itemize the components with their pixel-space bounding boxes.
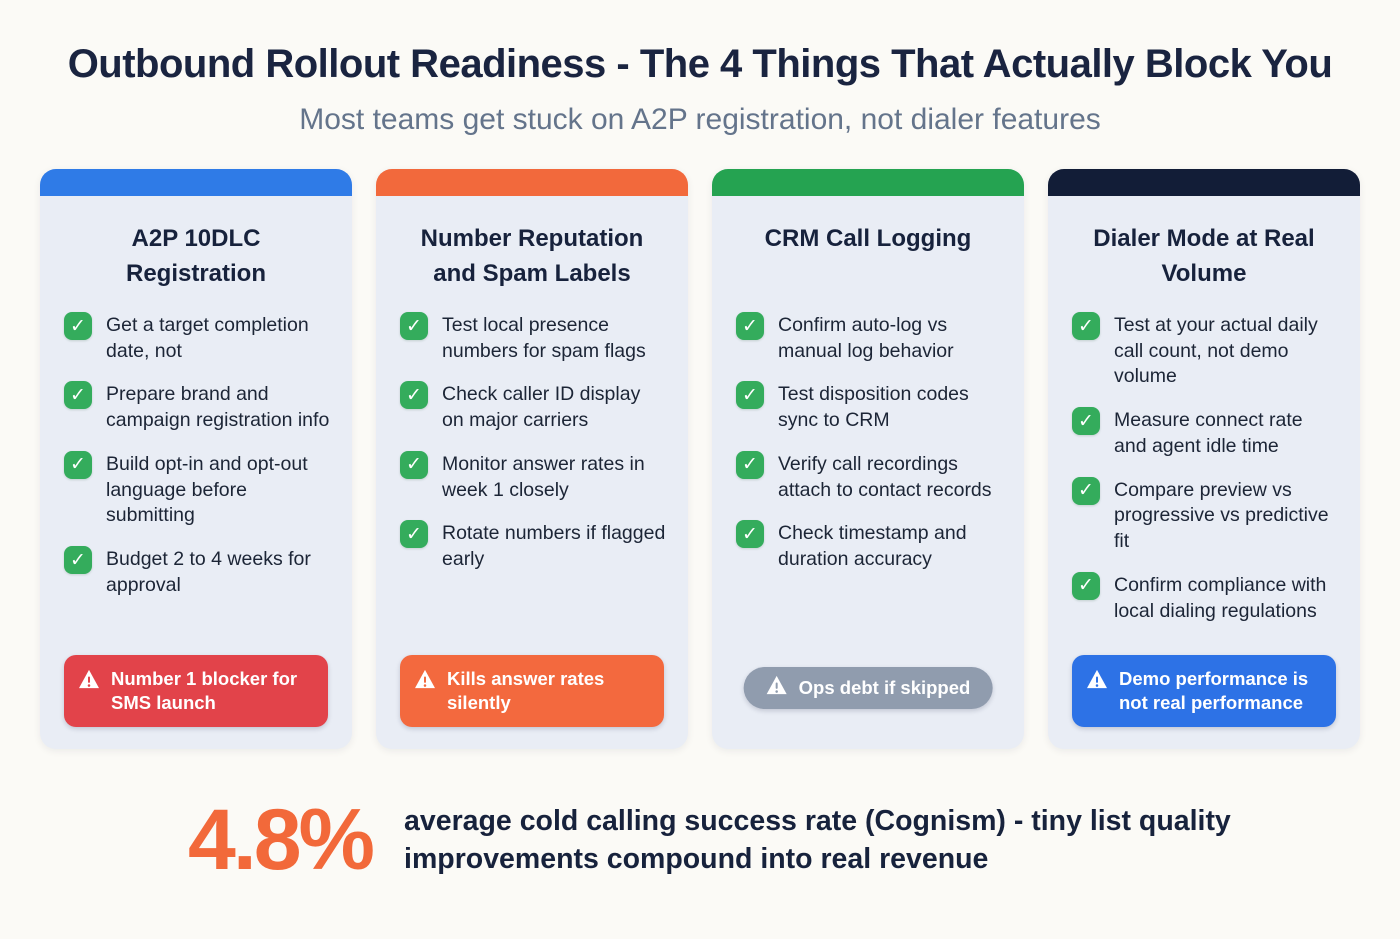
checklist: ✓ Test at your actual daily call count, … xyxy=(1048,292,1360,624)
badge-label: Ops debt if skipped xyxy=(798,676,971,698)
checklist-item: ✓ Rotate numbers if flagged early xyxy=(400,520,666,572)
checklist: ✓ Confirm auto-log vs manual log behavio… xyxy=(712,292,1024,573)
checklist-item: ✓ Build opt-in and opt-out language befo… xyxy=(64,450,330,529)
checklist: ✓ Get a target completion date, not ✓ Pr… xyxy=(40,292,352,599)
blocker-badge: Ops debt if skipped xyxy=(743,666,993,709)
check-icon: ✓ xyxy=(736,381,764,410)
check-icon: ✓ xyxy=(64,546,92,575)
blocker-badge: Kills answer rates silently xyxy=(400,654,664,727)
stat-description: average cold calling success rate (Cogni… xyxy=(404,804,1231,875)
card-accent-bar xyxy=(1048,169,1360,196)
check-icon: ✓ xyxy=(736,520,764,549)
checklist-item-label: Prepare brand and campaign registration … xyxy=(106,383,330,432)
badge-label: Kills answer rates silently xyxy=(447,667,605,713)
check-icon: ✓ xyxy=(64,450,92,479)
checklist-item: ✓ Test at your actual daily call count, … xyxy=(1072,312,1338,390)
checklist-item: ✓ Prepare brand and campaign registratio… xyxy=(64,381,330,433)
checklist-item: ✓ Check caller ID display on major carri… xyxy=(400,381,666,433)
checklist-item-label: Rotate numbers if flagged early xyxy=(442,522,666,571)
stat-section: 4.8% average cold calling success rate (… xyxy=(0,791,1400,890)
checklist-item-label: Test at your actual daily call count, no… xyxy=(1114,314,1318,388)
checklist-item: ✓ Confirm auto-log vs manual log behavio… xyxy=(736,312,1002,364)
header: Outbound Rollout Readiness - The 4 Thing… xyxy=(0,0,1400,137)
check-icon: ✓ xyxy=(64,381,92,410)
check-icon: ✓ xyxy=(400,312,428,340)
checklist-item: ✓ Measure connect rate and agent idle ti… xyxy=(1072,407,1338,459)
card-number-reputation: Number Reputation and Spam Labels ✓ Test… xyxy=(376,169,688,749)
check-icon: ✓ xyxy=(1072,571,1100,600)
checklist-item: ✓ Test disposition codes sync to CRM xyxy=(736,381,1002,433)
card-a2p-registration: A2P 10DLC Registration ✓ Get a target co… xyxy=(40,169,352,749)
checklist-item-label: Budget 2 to 4 weeks for approval xyxy=(106,548,311,596)
badge-label: Demo performance is not real performance xyxy=(1119,667,1309,713)
card-dialer-mode: Dialer Mode at Real Volume ✓ Test at you… xyxy=(1048,169,1360,749)
check-icon: ✓ xyxy=(400,450,428,479)
check-icon: ✓ xyxy=(1072,476,1100,505)
check-icon: ✓ xyxy=(400,520,428,549)
checklist-item: ✓ Monitor answer rates in week 1 closely xyxy=(400,450,666,503)
check-icon: ✓ xyxy=(400,381,428,410)
warning-icon xyxy=(1086,669,1108,695)
checklist-item-label: Verify call recordings attach to contact… xyxy=(778,452,992,501)
warning-icon xyxy=(414,669,436,695)
checklist-item-label: Build opt-in and opt-out language before… xyxy=(106,452,308,527)
checklist-item-label: Measure connect rate and agent idle time xyxy=(1114,409,1303,457)
checklist-item: ✓ Test local presence numbers for spam f… xyxy=(400,312,666,364)
check-icon: ✓ xyxy=(64,312,92,340)
checklist-item-label: Get a target completion date, not xyxy=(106,314,309,362)
card-crm-call-logging: CRM Call Logging ✓ Confirm auto-log vs m… xyxy=(712,169,1024,749)
card-title: Dialer Mode at Real Volume xyxy=(1093,225,1315,287)
checklist-item-label: Test disposition codes sync to CRM xyxy=(778,383,969,432)
checklist-item: ✓ Compare preview vs progressive vs pred… xyxy=(1072,476,1338,555)
checklist: ✓ Test local presence numbers for spam f… xyxy=(376,292,688,573)
checklist-item-label: Check timestamp and duration accuracy xyxy=(778,522,967,571)
card-title: A2P 10DLC Registration xyxy=(125,225,266,287)
checklist-item: ✓ Check timestamp and duration accuracy xyxy=(736,520,1002,572)
checklist-item-label: Test local presence numbers for spam fla… xyxy=(442,314,646,362)
check-icon: ✓ xyxy=(1072,407,1100,436)
checklist-item: ✓ Verify call recordings attach to conta… xyxy=(736,450,1002,503)
page-title: Outbound Rollout Readiness - The 4 Thing… xyxy=(67,42,1333,86)
card-accent-bar xyxy=(40,169,352,196)
checklist-item-label: Confirm compliance with local dialing re… xyxy=(1114,573,1327,622)
blocker-badge: Number 1 blocker for SMS launch xyxy=(64,654,328,727)
card-title: Number Reputation and Spam Labels xyxy=(420,225,644,287)
card-title: CRM Call Logging xyxy=(764,225,972,252)
checklist-item: ✓ Confirm compliance with local dialing … xyxy=(1072,571,1338,624)
badge-label: Number 1 blocker for SMS launch xyxy=(111,667,298,713)
checklist-item-label: Compare preview vs progressive vs predic… xyxy=(1114,478,1329,553)
checklist-item: ✓ Budget 2 to 4 weeks for approval xyxy=(64,546,330,598)
stat-value: 4.8% xyxy=(188,792,375,888)
blocker-badge: Demo performance is not real performance xyxy=(1072,654,1336,727)
check-icon: ✓ xyxy=(736,312,764,340)
checklist-item: ✓ Get a target completion date, not xyxy=(64,312,330,364)
checklist-item-label: Confirm auto-log vs manual log behavior xyxy=(778,314,954,362)
card-accent-bar xyxy=(376,169,688,196)
cards-grid: A2P 10DLC Registration ✓ Get a target co… xyxy=(0,169,1400,749)
page-subtitle: Most teams get stuck on A2P registration… xyxy=(299,103,1101,136)
checklist-item-label: Check caller ID display on major carrier… xyxy=(442,383,641,432)
checklist-item-label: Monitor answer rates in week 1 closely xyxy=(442,452,645,501)
warning-icon xyxy=(766,675,788,701)
warning-icon xyxy=(78,669,100,695)
check-icon: ✓ xyxy=(1072,312,1100,340)
check-icon: ✓ xyxy=(736,450,764,479)
card-accent-bar xyxy=(712,169,1024,196)
